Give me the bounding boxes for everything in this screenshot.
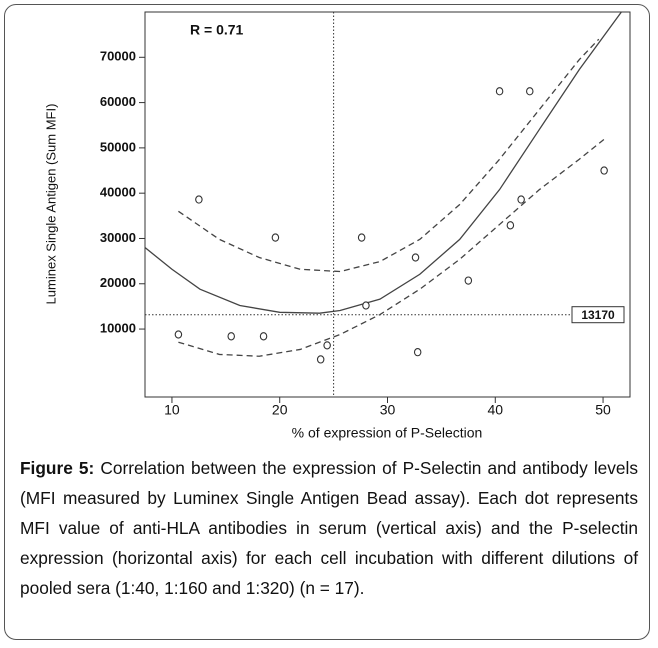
point bbox=[464, 276, 473, 285]
y-tick-label: 20000 bbox=[100, 275, 136, 290]
point bbox=[517, 195, 525, 204]
caption: Figure 5: Correlation between the expres… bbox=[20, 453, 638, 603]
figure-frame bbox=[4, 4, 650, 640]
chart: R = 0.71 % of expression of P-Selection … bbox=[43, 11, 631, 441]
point bbox=[362, 301, 370, 310]
point bbox=[526, 87, 534, 96]
point bbox=[506, 221, 515, 230]
reference-label: 13170 bbox=[581, 308, 615, 322]
point bbox=[357, 233, 366, 242]
y-tick-label: 50000 bbox=[100, 139, 136, 154]
point bbox=[271, 233, 280, 242]
x-tick-label: 50 bbox=[595, 402, 611, 418]
point bbox=[316, 355, 325, 364]
point bbox=[413, 348, 422, 357]
caption-text: Correlation between the expression of P-… bbox=[20, 458, 638, 598]
y-axis-label: Luminex Single Antigen (Sum MFI) bbox=[43, 104, 58, 305]
point bbox=[259, 332, 268, 341]
y-tick-label: 30000 bbox=[100, 230, 136, 245]
reference-label-box bbox=[571, 306, 625, 324]
y-tick-label: 10000 bbox=[100, 320, 136, 335]
point bbox=[411, 253, 420, 262]
x-tick-label: 10 bbox=[164, 402, 180, 418]
annotation: R = 0.71 bbox=[190, 22, 244, 38]
x-axis-label: % of expression of P-Selection bbox=[292, 425, 483, 441]
point bbox=[195, 195, 203, 204]
plot-frame bbox=[144, 11, 631, 398]
point bbox=[174, 330, 183, 339]
point bbox=[600, 166, 608, 175]
point bbox=[227, 332, 235, 341]
y-tick-label: 40000 bbox=[100, 185, 136, 200]
x-tick-label: 20 bbox=[272, 402, 288, 418]
caption-label: Figure 5: bbox=[20, 458, 95, 478]
fit-curve bbox=[178, 38, 600, 273]
x-tick-label: 40 bbox=[487, 402, 503, 418]
fit-curve bbox=[178, 138, 605, 357]
y-tick-label: 70000 bbox=[100, 49, 136, 64]
point bbox=[495, 87, 504, 96]
fit-curve bbox=[145, 12, 622, 314]
y-tick-label: 60000 bbox=[100, 94, 136, 109]
point bbox=[323, 341, 331, 350]
x-tick-label: 30 bbox=[380, 402, 396, 418]
